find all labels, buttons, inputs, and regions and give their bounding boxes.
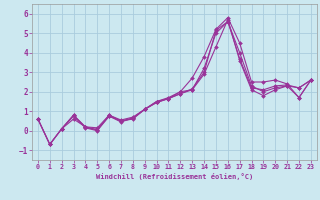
X-axis label: Windchill (Refroidissement éolien,°C): Windchill (Refroidissement éolien,°C) xyxy=(96,173,253,180)
